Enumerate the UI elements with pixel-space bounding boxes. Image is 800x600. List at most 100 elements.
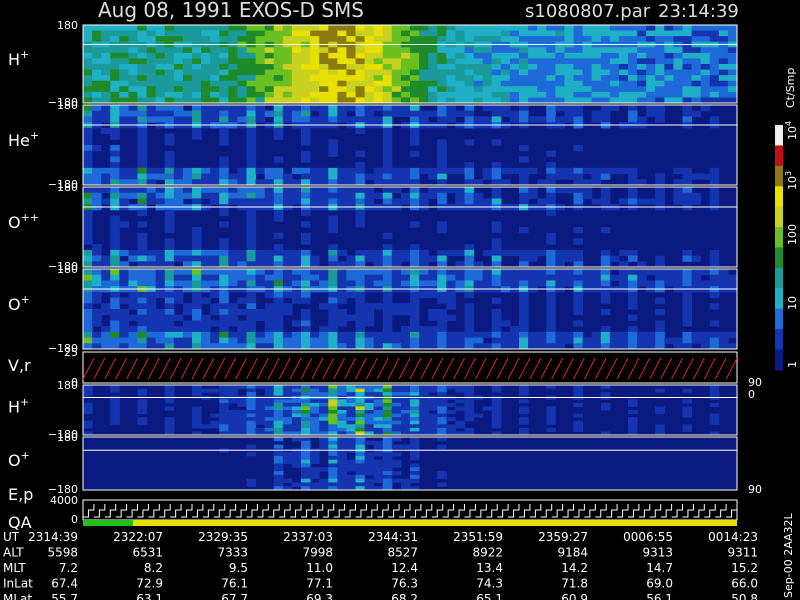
spectrogram-cell — [410, 388, 420, 393]
spectrogram-cell — [428, 427, 438, 432]
spectrogram-cell — [537, 80, 547, 87]
spectrogram-cell — [137, 320, 148, 327]
spectrogram-cell — [110, 69, 120, 76]
spectrogram-cell — [101, 274, 111, 281]
spectrogram-cell — [464, 337, 475, 344]
table-cell: 9184 — [557, 546, 588, 560]
spectrogram-cell — [410, 47, 420, 54]
spectrogram-cell — [682, 105, 693, 112]
spectrogram-cell — [519, 255, 529, 262]
spectrogram-cell — [500, 52, 511, 59]
spectrogram-cell — [201, 36, 211, 43]
spectrogram-cell — [83, 75, 93, 82]
spectrogram-cell — [264, 392, 275, 397]
spectrogram-cell — [164, 343, 175, 350]
spectrogram-cell — [246, 80, 257, 87]
spectrogram-cell — [146, 105, 157, 112]
spectrogram-cell — [582, 97, 593, 104]
spectrogram-cell — [246, 261, 257, 268]
spectrogram-cell — [573, 64, 584, 71]
spectrogram-cell — [246, 167, 257, 175]
spectrogram-cell — [273, 417, 284, 422]
spectrogram-cell — [337, 64, 347, 71]
spectrogram-cell — [264, 52, 275, 59]
spectrogram-cell — [355, 127, 366, 135]
spectrogram-cell — [192, 244, 202, 251]
spectrogram-cell — [655, 331, 665, 339]
spectrogram-cell — [110, 145, 120, 152]
spectrogram-cell — [128, 91, 138, 98]
colorbar-swatch — [775, 206, 783, 228]
table-cell: 2329:35 — [198, 530, 248, 544]
spectrogram-cell — [391, 427, 402, 432]
spectrogram-cell — [328, 105, 338, 112]
spectrogram-cell — [346, 482, 356, 487]
spectrogram-cell — [282, 410, 293, 415]
spectrogram-cell — [400, 309, 411, 316]
spectrogram-cell — [473, 331, 484, 339]
spectrogram-cell — [328, 402, 338, 407]
spectrogram-cell — [237, 255, 247, 262]
spectrogram-cell — [119, 269, 129, 276]
spectrogram-cell — [346, 427, 356, 432]
spectrogram-cell — [355, 86, 366, 93]
spectrogram-cell — [155, 80, 166, 87]
spectrogram-cell — [591, 179, 602, 186]
spectrogram-cell — [591, 167, 602, 175]
spectrogram-cell — [637, 80, 647, 87]
spectrogram-cell — [291, 482, 302, 487]
spectrogram-cell — [400, 97, 411, 104]
spectrogram-cell — [355, 471, 366, 476]
spectrogram-cell — [709, 64, 720, 71]
spectrogram-cell — [682, 314, 693, 321]
spectrogram-cell — [500, 337, 511, 344]
spectrogram-cell — [282, 58, 293, 65]
panel-label: V,r — [8, 356, 31, 375]
spectrogram-cell — [709, 274, 720, 281]
spectrogram-cell — [137, 173, 148, 180]
spectrogram-cell — [201, 343, 211, 350]
spectrogram-cell — [210, 337, 220, 344]
spectrogram-cell — [237, 80, 247, 87]
spectrogram-cell — [519, 274, 529, 281]
spectrogram-cell — [337, 420, 347, 425]
spectrogram-cell — [137, 58, 148, 65]
spectrogram-cell — [400, 331, 411, 339]
spectrogram-cell — [310, 385, 320, 390]
spectrogram-cell — [237, 420, 247, 425]
spectrogram-cell — [555, 58, 565, 65]
spectrogram-cell — [182, 269, 193, 276]
spectrogram-cell — [119, 187, 129, 194]
spectrogram-cell — [273, 331, 284, 339]
spectrogram-cell — [718, 30, 729, 37]
spectrogram-cell — [355, 444, 366, 449]
spectrogram-cell — [618, 36, 629, 43]
spectrogram-cell — [192, 291, 202, 299]
spectrogram-cell — [391, 97, 402, 104]
spectrogram-cell — [355, 116, 366, 123]
spectrogram-cell — [664, 69, 674, 76]
spectrogram-cell — [346, 75, 356, 82]
spectrogram-cell — [428, 402, 438, 407]
panel — [82, 436, 738, 491]
spectrogram-cell — [682, 331, 693, 339]
spectrogram-cell — [310, 261, 320, 268]
spectrogram-cell — [546, 297, 556, 304]
spectrogram-cell — [301, 440, 311, 446]
spectrogram-cell — [92, 75, 102, 82]
spectrogram-cell — [718, 75, 729, 82]
label-text: V,r — [8, 356, 31, 375]
spectrogram-cell — [128, 36, 138, 43]
spectrogram-cell — [437, 198, 447, 205]
spectrogram-cell — [291, 431, 302, 436]
spectrogram-cell — [491, 410, 502, 415]
spectrogram-cell — [419, 431, 429, 436]
spectrogram-cell — [319, 47, 329, 54]
spectrogram-cell — [428, 326, 438, 333]
spectrogram-cell — [464, 291, 475, 299]
spectrogram-cell — [201, 261, 211, 268]
spectrogram-cell — [164, 399, 175, 404]
spectrogram-cell — [192, 255, 202, 262]
spectrogram-cell — [164, 215, 175, 222]
spectrogram-cell — [428, 36, 438, 43]
